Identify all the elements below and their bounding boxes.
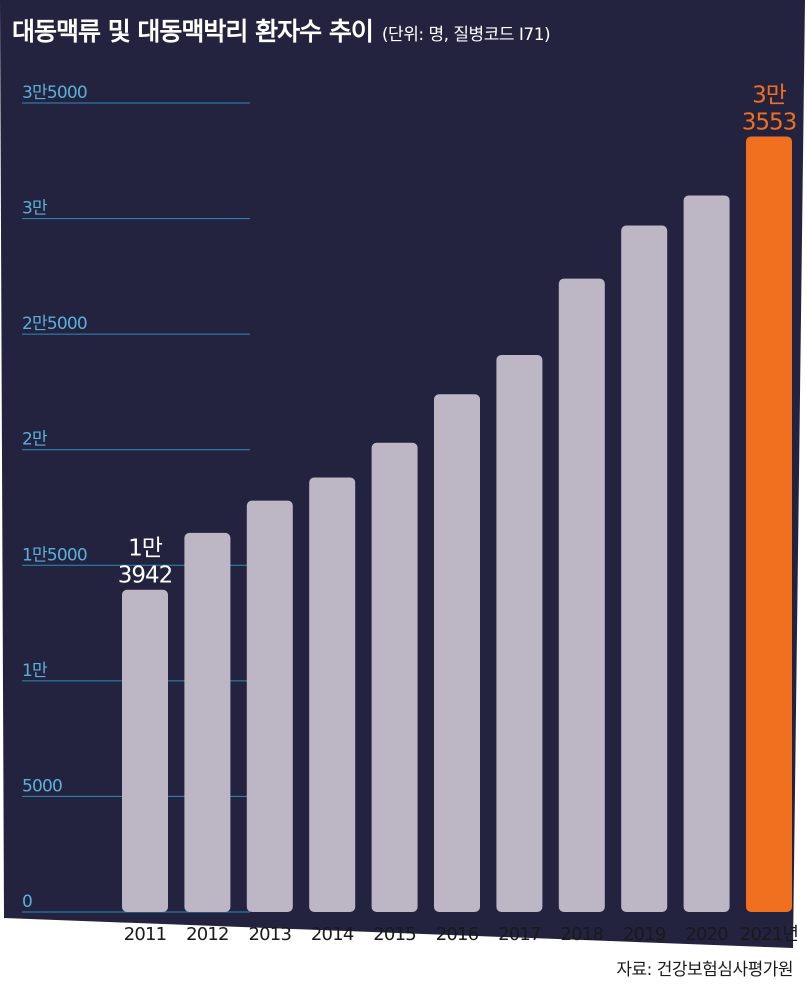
bar-2019 xyxy=(621,225,668,912)
y-axis-tick-labels: 0 5000 1만 1만5000 2만 2만5000 3만 3만5000 xyxy=(22,83,88,912)
y-tick-label: 3만 xyxy=(22,199,48,219)
bar-2015 xyxy=(371,442,418,912)
data-label-line2: 3942 xyxy=(118,563,173,589)
bar-2021년 xyxy=(746,136,792,913)
chart-title-block: 대동맥류 및 대동맥박리 환자수 추이 (단위: 명, 질병코드 I71) xyxy=(12,12,551,48)
source-note: 자료: 건강보험심사평가원 xyxy=(616,960,793,980)
x-axis-tick-labels: 2011 2012 2013 2014 2015 2016 2017 2018 2019 2020… xyxy=(124,924,799,945)
chart-title: 대동맥류 및 대동맥박리 환자수 추이 xyxy=(12,17,374,46)
x-tick-label: 2011 xyxy=(124,924,167,945)
y-tick-label: 1만5000 xyxy=(22,545,87,565)
x-tick-label: 2021년 xyxy=(740,924,798,945)
y-tick-label: 2만 xyxy=(22,430,48,450)
bar-2013 xyxy=(246,500,293,912)
bar-2011 xyxy=(122,589,168,912)
x-tick-label: 2020 xyxy=(685,924,728,945)
x-tick-label: 2019 xyxy=(623,924,666,945)
data-label-line1: 1만 xyxy=(128,536,163,562)
bar-2016 xyxy=(434,394,480,912)
chart-subtitle: (단위: 명, 질병코드 I71) xyxy=(381,25,551,45)
bar-2012 xyxy=(184,532,231,912)
y-tick-label: 2만5000 xyxy=(22,314,87,334)
x-tick-label: 2016 xyxy=(436,924,479,945)
x-tick-label: 2017 xyxy=(498,924,541,945)
y-tick-label: 1만 xyxy=(22,661,48,681)
data-label-line2: 3553 xyxy=(742,109,797,135)
x-tick-label: 2012 xyxy=(186,924,229,945)
y-tick-label: 3만5000 xyxy=(22,83,87,103)
data-label-line1: 3만 xyxy=(752,82,787,108)
x-tick-label: 2015 xyxy=(373,924,416,945)
y-tick-label: 5000 xyxy=(22,776,62,796)
bar-2014 xyxy=(309,477,356,912)
y-tick-label: 0 xyxy=(22,892,32,912)
bar-2018 xyxy=(558,278,605,912)
x-tick-label: 2014 xyxy=(311,924,354,945)
bar-2020 xyxy=(683,195,730,912)
x-tick-label: 2018 xyxy=(560,924,603,945)
x-tick-label: 2013 xyxy=(248,924,291,945)
bar-2017 xyxy=(496,354,543,913)
bars xyxy=(122,136,792,913)
